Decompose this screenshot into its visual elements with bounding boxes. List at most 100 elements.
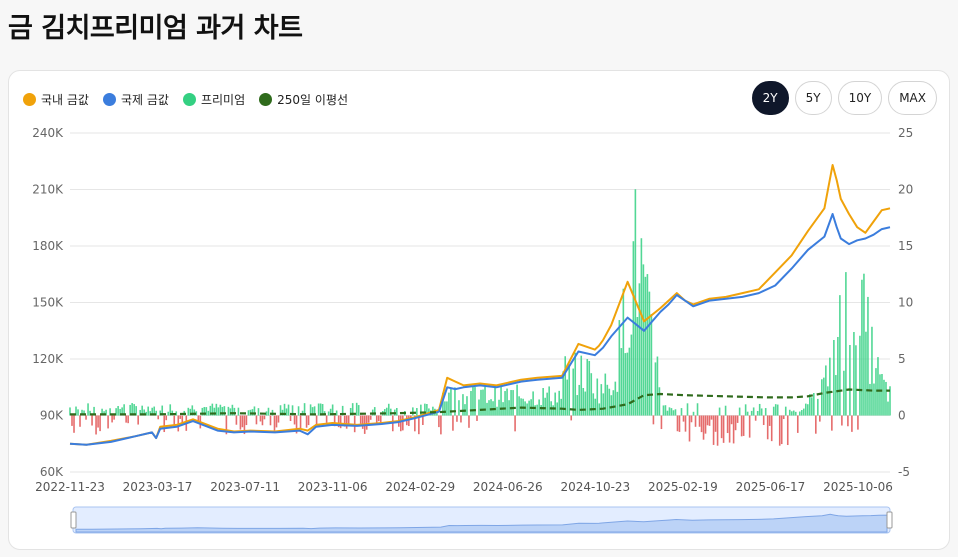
premium-bar — [804, 403, 807, 416]
premium-bar — [261, 415, 264, 426]
premium-bar — [843, 370, 845, 416]
premium-bar — [426, 404, 428, 416]
premium-bar — [568, 364, 571, 416]
premium-bar — [387, 403, 390, 416]
premium-bar — [756, 411, 759, 416]
premium-bar — [682, 415, 685, 422]
premium-bar — [83, 410, 85, 416]
premium-bar — [813, 393, 815, 416]
premium-bar — [566, 379, 569, 416]
premium-bar — [644, 276, 647, 416]
premium-bar — [668, 407, 671, 416]
premium-bar — [746, 411, 749, 416]
premium-bar — [564, 356, 567, 416]
premium-bar — [802, 408, 805, 416]
premium-bar — [343, 415, 346, 427]
premium-bar — [532, 391, 534, 416]
range-button-5y[interactable]: 5Y — [794, 81, 832, 115]
range-button-2y[interactable]: 2Y — [751, 81, 789, 115]
range-button-10y[interactable]: 10Y — [837, 81, 883, 115]
x-tick-label: 2025-10-06 — [823, 480, 893, 494]
x-axis: 2022-11-23 2023-03-17 2023-07-11 2023-11-06… — [35, 480, 893, 494]
premium-bar — [598, 403, 601, 416]
premium-bar — [389, 408, 392, 416]
premium-bar — [540, 405, 542, 416]
y-left-tick-label: 240K — [32, 126, 64, 140]
premium-bar — [831, 415, 833, 431]
range-button-max[interactable]: MAX — [888, 81, 937, 115]
premium-bar — [835, 375, 837, 416]
y-left-tick-label: 210K — [32, 183, 64, 197]
premium-bar — [869, 383, 871, 416]
premium-bar — [528, 400, 530, 416]
premium-bar — [730, 415, 733, 425]
premium-bar — [402, 415, 404, 431]
premium-bar — [780, 415, 783, 445]
premium-bar — [466, 396, 468, 416]
premium-bar — [718, 407, 721, 416]
premium-bar — [293, 415, 296, 425]
premium-bar — [664, 405, 667, 416]
x-tick-label: 2025-06-17 — [736, 480, 806, 494]
premium-bar — [656, 356, 659, 416]
premium-bar — [542, 387, 544, 416]
premium-bar — [672, 410, 675, 416]
premium-bar — [845, 272, 847, 416]
premium-bar — [223, 406, 226, 416]
premium-bar — [794, 411, 797, 416]
premium-bar — [772, 406, 775, 416]
premium-bar — [798, 411, 801, 416]
premium-bar — [516, 384, 518, 416]
premium-bar — [762, 415, 765, 426]
premium-bar — [584, 391, 587, 416]
premium-bar — [837, 336, 839, 416]
premium-bar — [821, 379, 823, 416]
premium-bar — [488, 400, 490, 416]
premium-bar — [424, 403, 426, 416]
premium-bar — [734, 415, 737, 431]
legend-item-international[interactable]: 국제 금값 — [102, 91, 169, 108]
premium-bar — [871, 326, 873, 416]
premium-bar — [450, 387, 452, 416]
y-left-tick-label: 180K — [32, 239, 64, 253]
premium-bar — [109, 408, 111, 416]
legend-item-domestic[interactable]: 국내 금값 — [23, 91, 89, 108]
y-right-tick-label: 5 — [898, 352, 906, 366]
premium-bar — [436, 411, 438, 416]
premium-bar — [768, 415, 771, 426]
premium-bar — [245, 415, 248, 426]
premium-bar — [512, 390, 514, 416]
premium-bar — [313, 406, 316, 416]
premium-bar — [289, 415, 292, 422]
premium-bar — [758, 403, 761, 416]
premium-bar — [646, 274, 649, 416]
premium-bar — [91, 415, 93, 426]
legend-item-premium[interactable]: 프리미엄 — [182, 91, 245, 108]
legend-item-ma250[interactable]: 250일 이평선 — [259, 91, 348, 108]
premium-bar — [137, 415, 139, 425]
premium-bar — [784, 406, 787, 416]
premium-bar — [766, 415, 769, 440]
premium-bar — [99, 415, 101, 432]
premium-bar — [490, 399, 492, 416]
premium-bar — [774, 404, 777, 416]
premium-bar — [219, 404, 222, 416]
navigator-right-handle[interactable] — [886, 511, 893, 529]
premium-bar — [660, 415, 663, 430]
y-left-tick-label: 150K — [32, 296, 64, 310]
premium-bar — [470, 391, 472, 416]
premium-bar — [345, 415, 348, 429]
premium-bar — [418, 415, 420, 435]
premium-bar — [776, 404, 779, 416]
premium-bar — [319, 403, 322, 416]
range-navigator[interactable] — [70, 506, 893, 534]
premium-bar — [829, 357, 831, 416]
premium-bar — [736, 415, 739, 423]
navigator-left-handle[interactable] — [70, 511, 77, 529]
premium-bar — [181, 415, 184, 426]
y-right-tick-label: 15 — [898, 239, 913, 253]
premium-bar — [416, 408, 418, 416]
premium-bar — [726, 415, 729, 434]
premium-bar — [460, 415, 462, 423]
premium-bar — [782, 415, 785, 420]
